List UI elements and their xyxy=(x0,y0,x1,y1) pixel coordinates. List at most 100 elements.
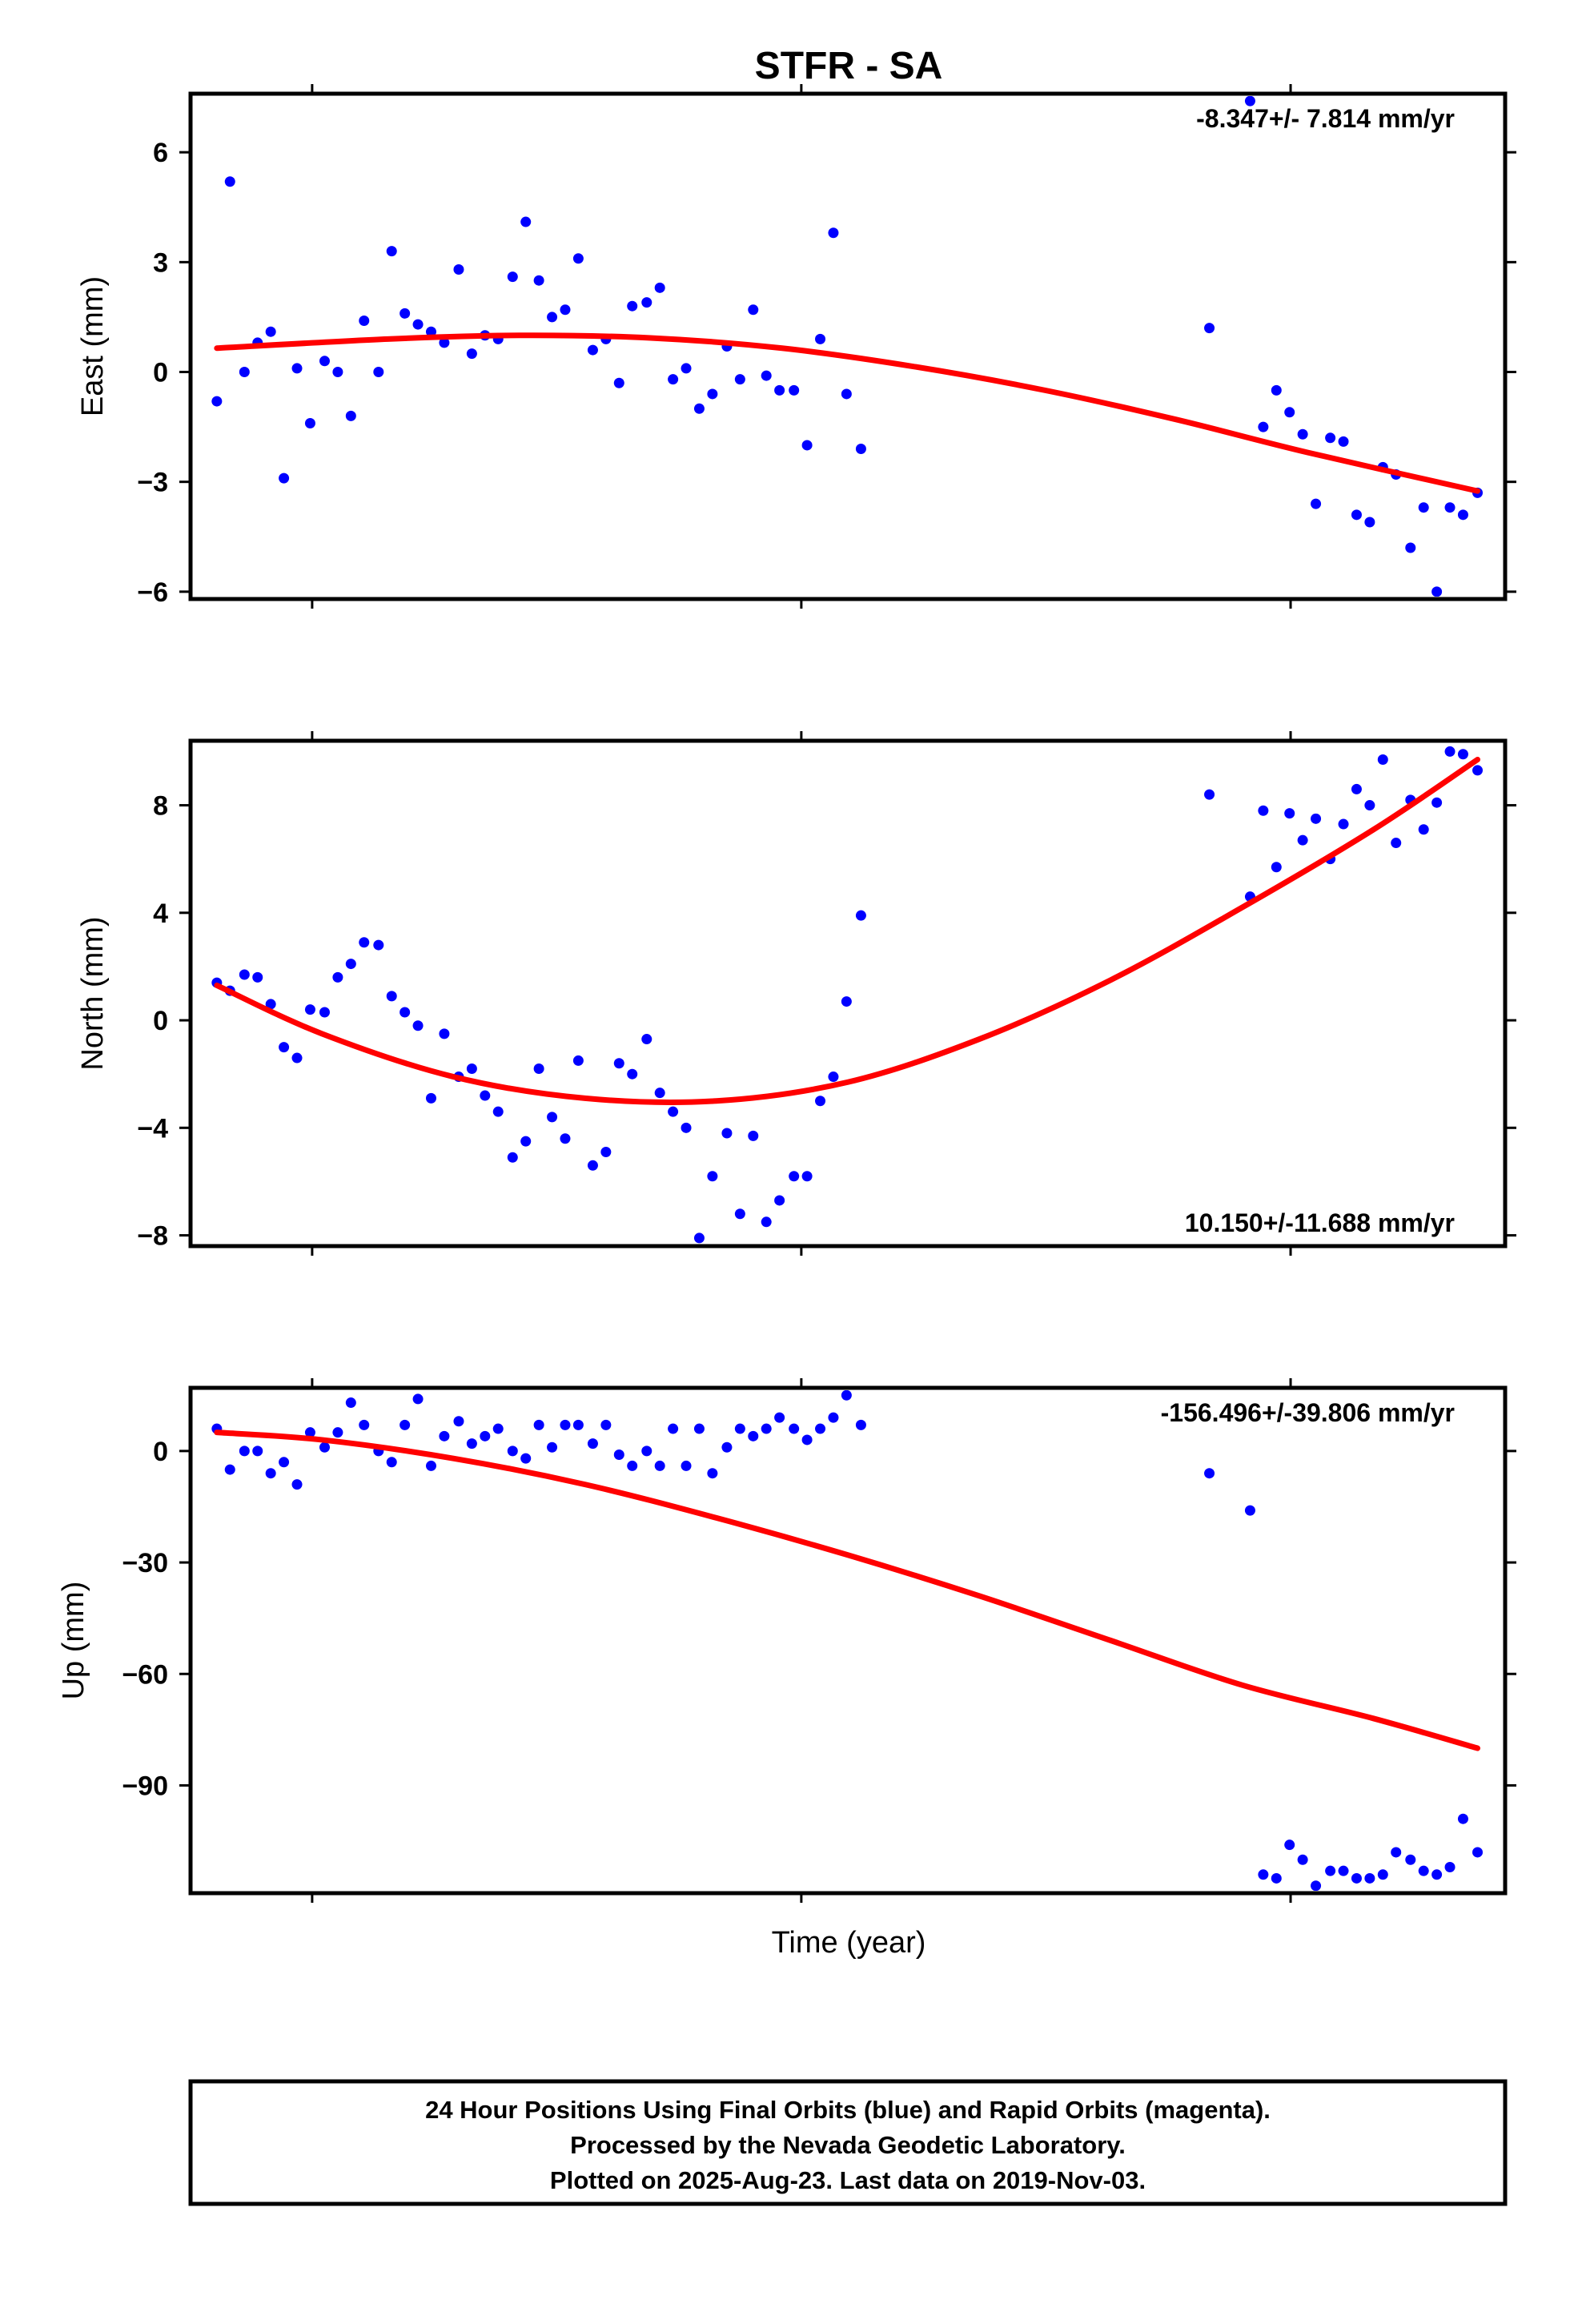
up-data-point xyxy=(1271,1872,1282,1884)
north-data-point xyxy=(855,910,866,921)
up-data-point xyxy=(480,1430,491,1441)
east-data-point xyxy=(1444,502,1456,513)
up-data-point xyxy=(774,1412,785,1423)
up-data-point xyxy=(265,1468,276,1479)
east-data-point xyxy=(373,367,384,378)
north-data-point xyxy=(1297,834,1308,846)
up-data-point xyxy=(1377,1869,1388,1880)
north-data-point xyxy=(1418,824,1429,835)
east-data-point xyxy=(681,363,692,374)
up-data-point xyxy=(1391,1847,1402,1858)
up-data-point xyxy=(492,1423,504,1434)
north-data-point xyxy=(1364,800,1375,811)
up-data-point xyxy=(1311,1880,1322,1891)
up-data-point xyxy=(453,1416,464,1427)
east-data-point xyxy=(1364,517,1375,528)
up-data-point xyxy=(572,1419,584,1430)
x-axis-label: Time (year) xyxy=(772,1926,926,1960)
east-y-axis-label: East (mm) xyxy=(76,276,110,416)
up-ytick-label: −30 xyxy=(122,1548,168,1578)
east-data-point xyxy=(359,315,370,326)
up-data-point xyxy=(520,1453,532,1464)
footer-line-3: Plotted on 2025-Aug-23. Last data on 201… xyxy=(550,2166,1146,2194)
up-data-point xyxy=(533,1419,544,1430)
east-data-point xyxy=(748,304,759,316)
north-data-point xyxy=(466,1063,477,1074)
east-data-point xyxy=(613,377,624,388)
north-data-point xyxy=(613,1058,624,1069)
north-ytick-label: 8 xyxy=(153,791,168,822)
up-data-point xyxy=(224,1464,235,1475)
east-data-point xyxy=(1271,384,1282,396)
up-rate-label: -156.496+/-39.806 mm/yr xyxy=(1161,1398,1455,1427)
north-data-point xyxy=(1457,749,1468,760)
east-ytick-label: −3 xyxy=(137,468,168,498)
east-rate-label: -8.347+/- 7.814 mm/yr xyxy=(1196,104,1455,133)
up-data-point xyxy=(1364,1872,1375,1884)
east-data-point xyxy=(828,227,839,239)
up-plot-frame xyxy=(188,1385,1508,1896)
up-data-point xyxy=(319,1441,330,1453)
east-data-point xyxy=(291,363,303,374)
up-data-point xyxy=(1472,1847,1484,1858)
east-data-point xyxy=(439,337,450,348)
east-data-point xyxy=(279,472,290,484)
up-data-point xyxy=(1325,1865,1336,1876)
east-ytick-label: 3 xyxy=(153,247,168,278)
north-data-point xyxy=(520,1136,532,1147)
north-data-point xyxy=(774,1195,785,1206)
north-data-point xyxy=(654,1088,665,1099)
east-data-point xyxy=(425,326,436,337)
up-data-point xyxy=(693,1423,705,1434)
east-data-point xyxy=(587,344,598,356)
north-data-point xyxy=(359,937,370,948)
up-ytick-label: −60 xyxy=(122,1659,168,1690)
east-data-point xyxy=(1418,502,1429,513)
east-data-point xyxy=(1431,586,1443,597)
north-data-point xyxy=(1391,838,1402,849)
north-data-point xyxy=(572,1055,584,1066)
north-ytick-label: 4 xyxy=(153,899,168,929)
east-data-point xyxy=(707,388,718,400)
up-data-point xyxy=(359,1419,370,1430)
east-data-point xyxy=(453,263,464,275)
east-data-point xyxy=(1284,407,1295,418)
north-data-point xyxy=(1284,808,1295,819)
up-data-point xyxy=(668,1423,679,1434)
east-data-point xyxy=(211,396,223,407)
north-data-point xyxy=(707,1171,718,1182)
north-data-point xyxy=(304,1004,315,1015)
east-data-point xyxy=(1311,498,1322,509)
east-data-point xyxy=(507,271,518,283)
east-data-points xyxy=(211,96,1484,597)
up-data-point xyxy=(587,1438,598,1449)
up-data-point xyxy=(828,1412,839,1423)
east-data-point xyxy=(693,403,705,414)
east-data-point xyxy=(1325,432,1336,444)
north-data-point xyxy=(721,1128,733,1139)
north-data-point xyxy=(319,1007,330,1018)
up-data-point xyxy=(613,1449,624,1461)
north-data-point xyxy=(1338,818,1349,830)
footer-line-2: Processed by the Nevada Geodetic Laborat… xyxy=(570,2131,1126,2159)
east-data-point xyxy=(1244,96,1255,107)
north-data-point xyxy=(828,1072,839,1083)
up-data-point xyxy=(641,1445,652,1457)
up-data-point xyxy=(1297,1854,1308,1865)
up-data-point xyxy=(239,1445,250,1457)
up-data-point xyxy=(801,1434,813,1445)
east-data-point xyxy=(304,418,315,429)
up-data-point xyxy=(332,1427,343,1438)
up-data-point xyxy=(425,1460,436,1471)
up-ytick-label: −90 xyxy=(122,1771,168,1801)
north-data-point xyxy=(1351,783,1362,794)
east-data-point xyxy=(654,282,665,293)
up-data-point xyxy=(439,1430,450,1441)
up-data-point xyxy=(547,1441,558,1453)
north-data-point xyxy=(681,1122,692,1133)
up-panel: 0 −30 −60 −90 Up (mm) -156.496+/-39.806 mm/yr xyxy=(57,1378,1516,1903)
footer-box: 24 Hour Positions Using Final Orbits (bl… xyxy=(188,2079,1508,2206)
north-trend-line xyxy=(214,756,1481,1105)
north-data-point xyxy=(627,1068,638,1080)
up-data-point xyxy=(841,1390,852,1401)
